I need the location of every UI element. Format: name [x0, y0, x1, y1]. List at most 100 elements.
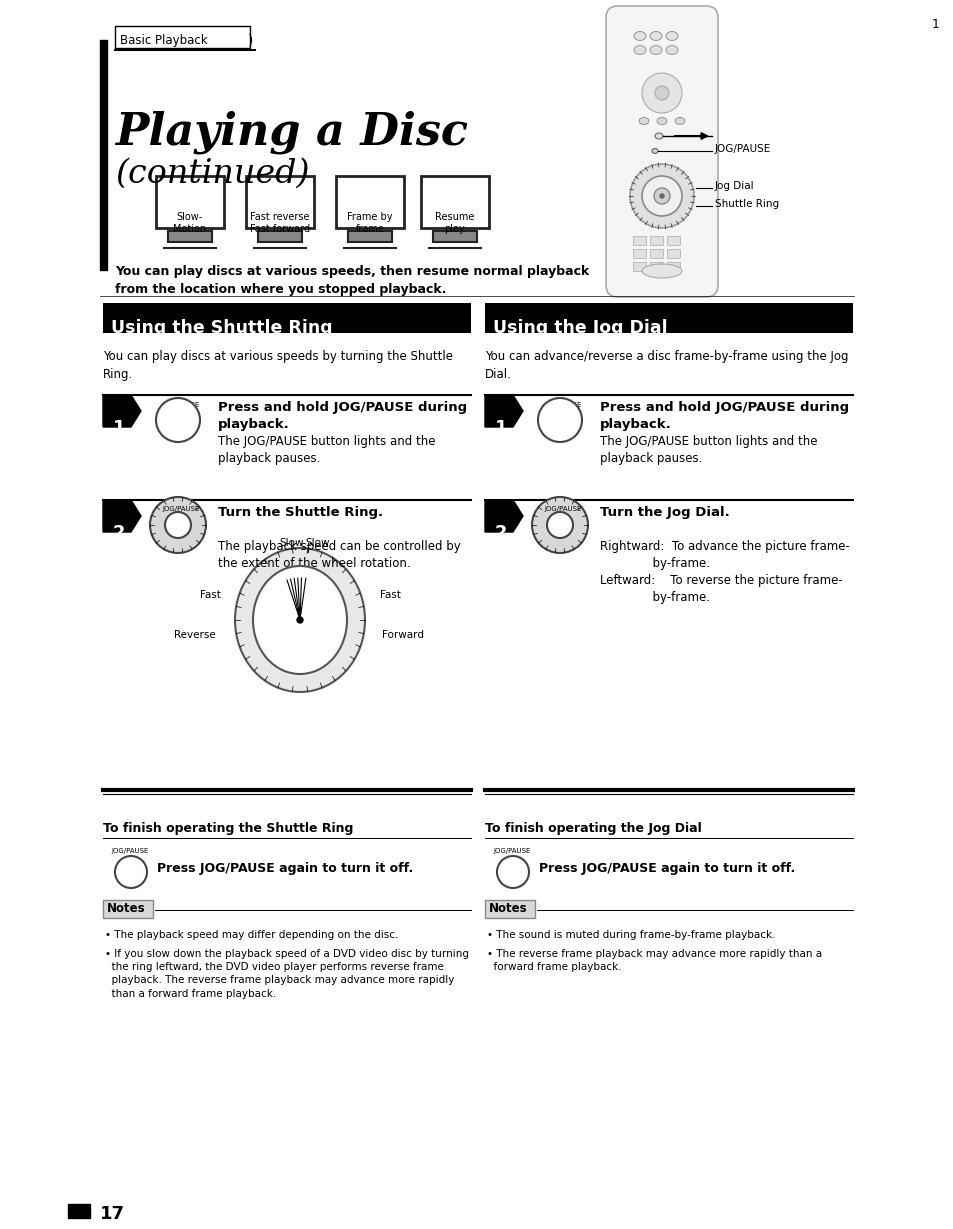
Text: The JOG/PAUSE button lights and the
playback pauses.: The JOG/PAUSE button lights and the play… — [218, 435, 435, 465]
Text: 2: 2 — [495, 524, 507, 542]
FancyBboxPatch shape — [168, 231, 212, 242]
Text: Press JOG/PAUSE again to turn it off.: Press JOG/PAUSE again to turn it off. — [538, 862, 795, 875]
Text: Turn the Shuttle Ring.: Turn the Shuttle Ring. — [218, 506, 383, 519]
Circle shape — [659, 194, 663, 198]
Text: 17: 17 — [100, 1204, 125, 1223]
Text: You can play discs at various speeds, then resume normal playback
from the locat: You can play discs at various speeds, th… — [115, 265, 589, 296]
Ellipse shape — [641, 264, 681, 278]
FancyBboxPatch shape — [650, 249, 662, 258]
Text: Press and hold JOG/PAUSE during
playback.: Press and hold JOG/PAUSE during playback… — [599, 401, 848, 431]
Text: Notes: Notes — [107, 902, 146, 916]
Text: Shuttle Ring: Shuttle Ring — [714, 199, 779, 209]
Circle shape — [654, 188, 669, 204]
FancyBboxPatch shape — [633, 249, 646, 258]
Circle shape — [546, 512, 573, 538]
Text: Frame by
frame: Frame by frame — [347, 211, 393, 234]
Text: JOG/PAUSE: JOG/PAUSE — [493, 848, 530, 854]
Text: ): ) — [248, 34, 253, 48]
Ellipse shape — [634, 32, 645, 41]
Text: • The playback speed may differ depending on the disc.: • The playback speed may differ dependin… — [105, 930, 398, 940]
FancyBboxPatch shape — [633, 236, 646, 246]
Ellipse shape — [665, 45, 678, 54]
Circle shape — [165, 512, 191, 538]
Bar — [68, 1204, 90, 1218]
FancyBboxPatch shape — [633, 263, 646, 272]
Text: 1: 1 — [495, 419, 507, 438]
Text: Playing a Disc: Playing a Disc — [115, 111, 468, 154]
Text: • The sound is muted during frame-by-frame playback.: • The sound is muted during frame-by-fra… — [486, 930, 775, 940]
Text: DVD►  VCD►: DVD► VCD► — [734, 304, 793, 313]
Text: Fast: Fast — [379, 590, 400, 600]
Text: The JOG/PAUSE button lights and the
playback pauses.: The JOG/PAUSE button lights and the play… — [599, 435, 817, 465]
Text: You can advance/reverse a disc frame-by-frame using the Jog
Dial.: You can advance/reverse a disc frame-by-… — [484, 350, 847, 381]
FancyBboxPatch shape — [257, 231, 302, 242]
Text: DVD►  VCD►  CD►: DVD► VCD► CD► — [353, 304, 436, 313]
Text: Slow: Slow — [279, 538, 304, 548]
Ellipse shape — [665, 32, 678, 41]
FancyBboxPatch shape — [348, 231, 392, 242]
Text: Slow-
Motion: Slow- Motion — [173, 211, 207, 234]
Text: 1: 1 — [112, 419, 126, 438]
FancyBboxPatch shape — [667, 236, 679, 246]
Text: Forward: Forward — [381, 630, 423, 640]
Bar — [103, 304, 471, 333]
Text: JOG/PAUSE: JOG/PAUSE — [543, 506, 580, 512]
Text: JOG/PAUSE: JOG/PAUSE — [162, 402, 199, 408]
FancyBboxPatch shape — [484, 900, 535, 918]
Text: You can play discs at various speeds by turning the Shuttle
Ring.: You can play discs at various speeds by … — [103, 350, 453, 381]
Circle shape — [115, 857, 147, 889]
Text: JOG/PAUSE: JOG/PAUSE — [111, 848, 149, 854]
Text: Reverse: Reverse — [174, 630, 215, 640]
Circle shape — [156, 398, 200, 442]
FancyBboxPatch shape — [156, 176, 224, 229]
Polygon shape — [103, 500, 141, 532]
Ellipse shape — [649, 32, 661, 41]
Ellipse shape — [651, 149, 658, 154]
Text: Turn the Jog Dial.: Turn the Jog Dial. — [599, 506, 729, 519]
Polygon shape — [484, 500, 522, 532]
FancyBboxPatch shape — [667, 263, 679, 272]
Ellipse shape — [655, 133, 662, 139]
Text: Jog Dial: Jog Dial — [714, 181, 754, 190]
FancyBboxPatch shape — [246, 176, 314, 229]
Circle shape — [641, 73, 681, 113]
Text: Slow: Slow — [305, 538, 330, 548]
Text: Using the Shuttle Ring: Using the Shuttle Ring — [111, 320, 333, 337]
FancyBboxPatch shape — [650, 236, 662, 246]
Text: Press JOG/PAUSE again to turn it off.: Press JOG/PAUSE again to turn it off. — [157, 862, 413, 875]
Ellipse shape — [657, 118, 666, 124]
Text: Resume
play: Resume play — [435, 211, 475, 234]
Ellipse shape — [649, 45, 661, 54]
Text: Using the Jog Dial: Using the Jog Dial — [493, 320, 667, 337]
FancyBboxPatch shape — [667, 249, 679, 258]
Circle shape — [497, 857, 529, 889]
Circle shape — [641, 176, 681, 216]
FancyBboxPatch shape — [335, 176, 403, 229]
Text: Press and hold JOG/PAUSE during
playback.: Press and hold JOG/PAUSE during playback… — [218, 401, 467, 431]
Text: JOG/PAUSE: JOG/PAUSE — [543, 402, 580, 408]
Circle shape — [655, 86, 668, 100]
Text: The playback speed can be controlled by
the extent of the wheel rotation.: The playback speed can be controlled by … — [218, 540, 460, 570]
FancyBboxPatch shape — [420, 176, 489, 229]
Text: 1: 1 — [931, 18, 939, 31]
Text: To finish operating the Jog Dial: To finish operating the Jog Dial — [484, 822, 701, 834]
Text: Fast: Fast — [199, 590, 220, 600]
Polygon shape — [103, 395, 141, 426]
Text: Basic Playback: Basic Playback — [120, 34, 208, 47]
FancyBboxPatch shape — [650, 263, 662, 272]
Text: • The reverse frame playback may advance more rapidly than a
  forward frame pla: • The reverse frame playback may advance… — [486, 949, 821, 972]
Bar — [484, 304, 852, 333]
Ellipse shape — [675, 118, 684, 124]
Text: • If you slow down the playback speed of a DVD video disc by turning
  the ring : • If you slow down the playback speed of… — [105, 949, 469, 999]
FancyBboxPatch shape — [605, 6, 718, 297]
Circle shape — [537, 398, 581, 442]
Text: Rightward:  To advance the picture frame-
              by-frame.
Leftward:    T: Rightward: To advance the picture frame-… — [599, 540, 849, 603]
FancyBboxPatch shape — [103, 900, 152, 918]
Ellipse shape — [234, 548, 365, 692]
Ellipse shape — [634, 45, 645, 54]
Bar — [100, 41, 107, 270]
Text: JOG/PAUSE: JOG/PAUSE — [162, 506, 199, 512]
Text: (continued): (continued) — [115, 159, 309, 190]
Circle shape — [296, 617, 303, 623]
FancyBboxPatch shape — [115, 26, 250, 48]
